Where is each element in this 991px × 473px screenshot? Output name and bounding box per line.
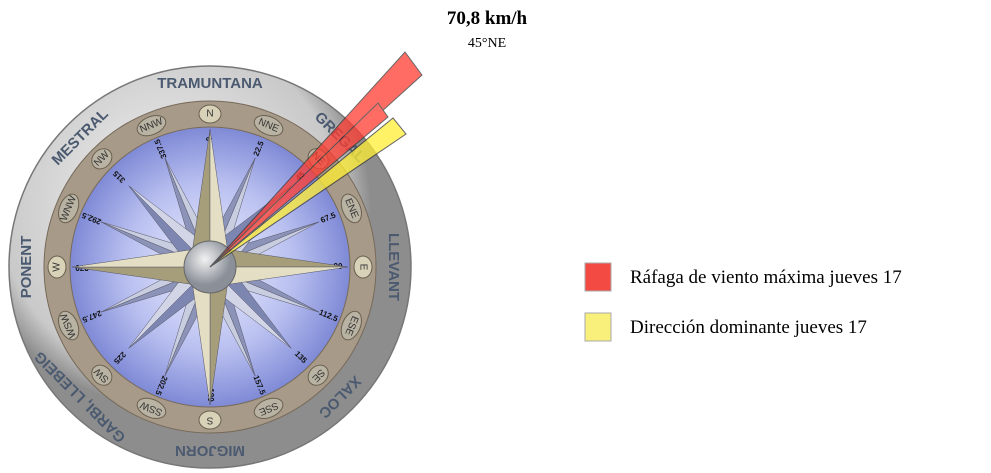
point-badge [58, 193, 80, 224]
point-label: S [206, 414, 213, 425]
wind-name: MIGJORN [175, 442, 245, 459]
point-badge [353, 255, 373, 279]
legend-label: Dirección dominante jueves 17 [630, 317, 867, 338]
dominant-wedge [209, 117, 407, 268]
point-label: W [52, 262, 63, 272]
point-badge [253, 397, 284, 419]
point-badge [136, 397, 167, 419]
point-label: E [357, 264, 368, 271]
point-badge [47, 255, 67, 279]
point-label: N [206, 109, 213, 120]
point-badge [136, 115, 167, 137]
point-badge [307, 364, 329, 386]
point-badge [253, 115, 284, 137]
legend-swatch [584, 262, 612, 292]
wind-name: PONENT [18, 236, 35, 299]
wind-name: LLEVANT [385, 233, 402, 301]
point-badge [340, 310, 362, 341]
wind-name: TRAMUNTANA [157, 75, 263, 92]
gust-value: 70,8 km/h [447, 8, 528, 29]
point-badge [91, 148, 113, 170]
legend-label: Ráfaga de viento máxima jueves 17 [630, 267, 902, 288]
point-badge [198, 104, 222, 124]
point-badge [340, 193, 362, 224]
point-badge [58, 310, 80, 341]
legend-swatch [584, 312, 612, 342]
direction-wedges [209, 51, 423, 268]
gust-direction: 45°NE [468, 36, 506, 51]
point-badge [91, 364, 113, 386]
gust-wedge [209, 102, 389, 268]
point-badge [198, 410, 222, 430]
